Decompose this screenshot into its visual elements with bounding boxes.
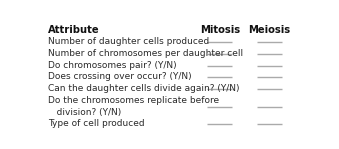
- Text: Mitosis: Mitosis: [200, 25, 240, 35]
- Text: Type of cell produced: Type of cell produced: [47, 119, 144, 128]
- Text: Number of daughter cells produced: Number of daughter cells produced: [47, 37, 209, 46]
- Text: Meiosis: Meiosis: [248, 25, 291, 35]
- Text: Do chromosomes pair? (Y/N): Do chromosomes pair? (Y/N): [47, 61, 176, 70]
- Text: Do the chromosomes replicate before
   division? (Y/N): Do the chromosomes replicate before divi…: [47, 96, 219, 117]
- Text: Does crossing over occur? (Y/N): Does crossing over occur? (Y/N): [47, 72, 191, 82]
- Text: Can the daughter cells divide again? (Y/N): Can the daughter cells divide again? (Y/…: [47, 84, 239, 93]
- Text: Number of chromosomes per daughter cell: Number of chromosomes per daughter cell: [47, 49, 243, 58]
- Text: Attribute: Attribute: [47, 25, 99, 35]
